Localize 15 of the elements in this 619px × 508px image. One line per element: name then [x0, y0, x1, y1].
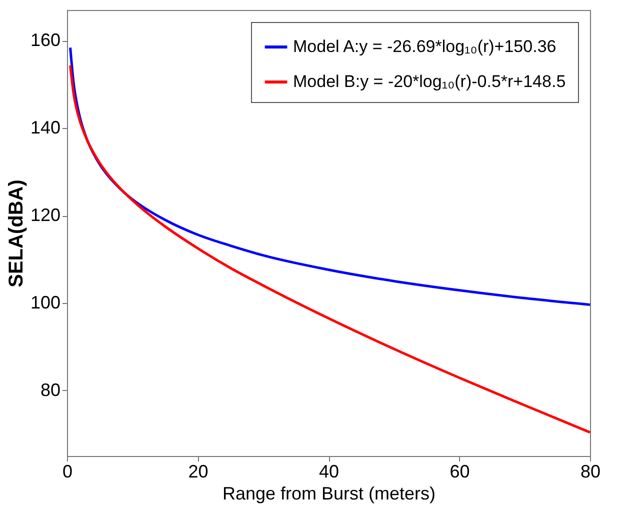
x-tick-label: 0 — [62, 462, 73, 482]
y-tick-label: 80 — [40, 380, 60, 400]
y-axis-title: SELA(dBA) — [5, 180, 28, 288]
y-tick-label: 160 — [30, 30, 60, 50]
x-tick-label: 60 — [450, 462, 470, 482]
line-series — [69, 64, 592, 434]
x-tick-label: 40 — [318, 462, 340, 482]
y-tick-label: 120 — [30, 205, 60, 226]
legend-label: Model A:y = -26.69*log₁₀(r)+150.36 — [293, 37, 556, 56]
x-axis-title: Range from Burst (meters) — [222, 484, 436, 504]
y-tick-label: 140 — [30, 118, 60, 138]
x-tick-label: 20 — [188, 462, 208, 482]
y-tick-label: 100 — [30, 292, 60, 312]
legend-label: Model B:y = -20*log₁₀(r)-0.5*r+148.5 — [293, 72, 566, 91]
x-tick-label: 80 — [580, 462, 601, 482]
